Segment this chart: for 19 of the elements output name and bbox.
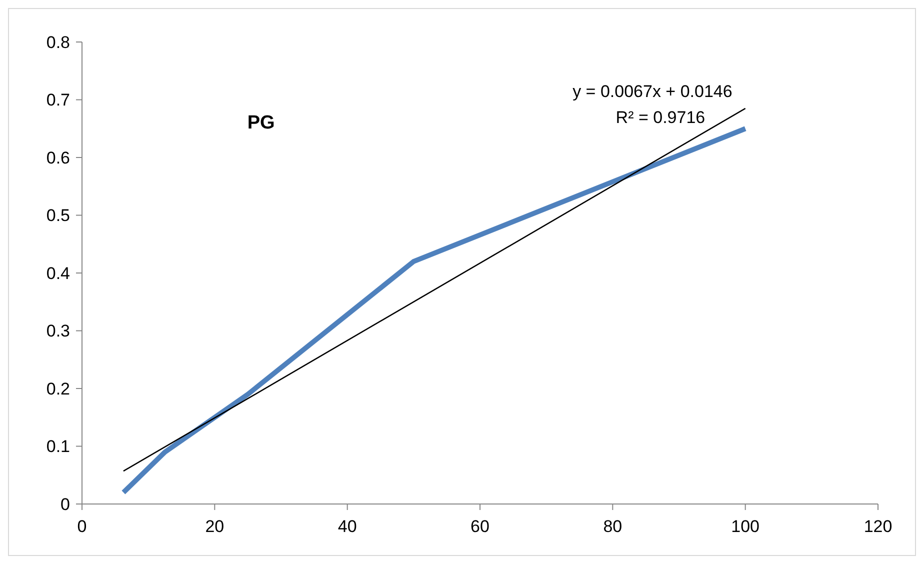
x-tick-label: 0 — [77, 517, 87, 536]
x-tick-label: 100 — [731, 517, 760, 536]
y-tick-label: 0.8 — [46, 32, 70, 52]
y-tick-label: 0.5 — [46, 206, 70, 226]
y-tick-label: 0.3 — [46, 322, 70, 341]
y-tick-label: 0.1 — [46, 437, 70, 456]
x-tick-label: 120 — [864, 517, 892, 536]
x-tick-label: 40 — [338, 517, 357, 536]
x-tick-label: 60 — [470, 517, 490, 536]
y-tick-label: 0.6 — [46, 148, 70, 168]
text: PG — [247, 112, 275, 134]
y-tick-label: 0.7 — [46, 90, 70, 110]
y-tick-label: 0 — [60, 494, 70, 514]
annotation: y = 0.0067x + 0.0146 — [572, 82, 732, 101]
x-tick-label: 20 — [205, 517, 224, 536]
annotation: R² = 0.9716 — [616, 108, 706, 127]
y-tick-label: 0.2 — [46, 379, 70, 398]
x-tick-label: 80 — [603, 517, 622, 536]
y-tick-label: 0.4 — [46, 264, 70, 283]
